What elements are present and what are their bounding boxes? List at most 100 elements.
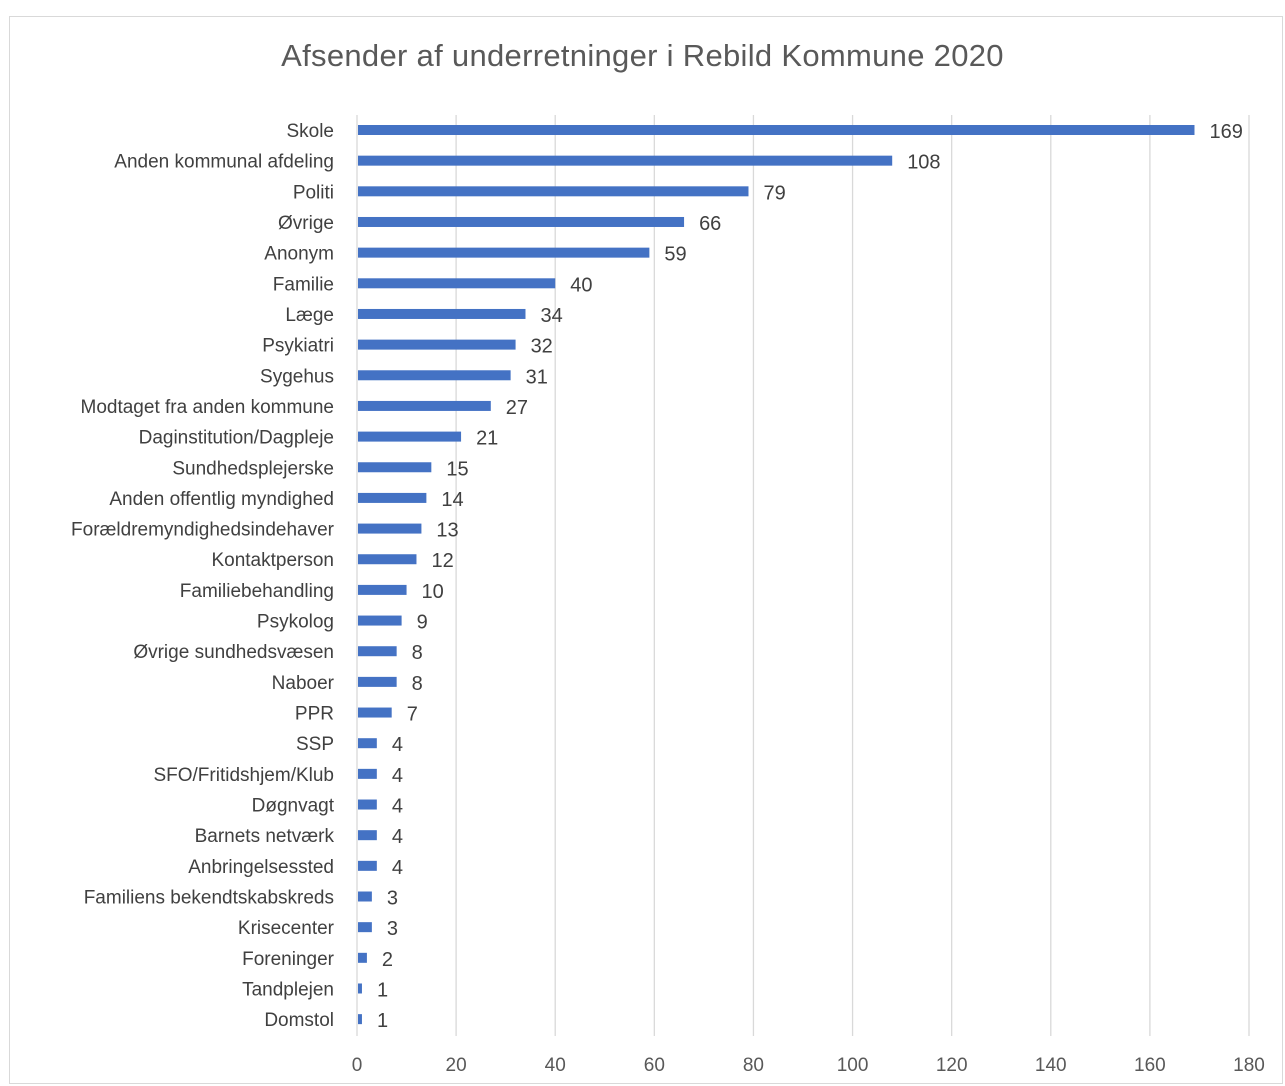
bar xyxy=(358,155,893,166)
data-label: 9 xyxy=(417,612,428,634)
bar xyxy=(358,186,749,197)
bar xyxy=(358,983,362,994)
category-label: Foreninger xyxy=(242,949,335,970)
gridlines xyxy=(356,115,1250,1036)
data-label: 40 xyxy=(570,274,592,296)
bar xyxy=(358,125,1195,135)
x-tick-label: 180 xyxy=(1233,1055,1265,1076)
bar xyxy=(358,216,685,227)
category-label: Anden kommunal afdeling xyxy=(114,152,334,173)
data-label: 59 xyxy=(664,244,686,266)
data-label: 66 xyxy=(699,213,721,235)
bar xyxy=(358,584,407,595)
bar xyxy=(358,554,417,565)
data-label: 4 xyxy=(392,796,403,818)
data-label: 15 xyxy=(446,458,468,480)
bar xyxy=(358,339,516,350)
data-label: 4 xyxy=(392,734,403,756)
category-label: Skole xyxy=(286,121,334,142)
category-label: Læge xyxy=(285,305,334,326)
bar xyxy=(358,370,511,381)
bar xyxy=(358,247,650,258)
bar xyxy=(358,707,392,718)
bar xyxy=(358,278,556,289)
category-label: Anonym xyxy=(264,244,334,265)
data-label: 21 xyxy=(476,428,498,450)
category-label: Døgnvagt xyxy=(252,796,335,817)
category-label: Tandplejen xyxy=(242,979,334,1000)
category-label: Øvrige xyxy=(278,213,334,234)
x-tick-label: 140 xyxy=(1035,1055,1067,1076)
bar xyxy=(358,738,377,749)
category-label: Modtaget fra anden kommune xyxy=(81,397,335,418)
bar xyxy=(358,799,377,810)
bar xyxy=(358,615,402,626)
bar xyxy=(358,462,432,473)
category-label: Familie xyxy=(273,274,334,295)
category-label: Naboer xyxy=(272,673,335,694)
data-label: 32 xyxy=(531,336,553,358)
data-label: 12 xyxy=(431,550,453,572)
data-label: 3 xyxy=(387,888,398,910)
chart-title: Afsender af underretninger i Rebild Komm… xyxy=(281,38,1004,73)
bar xyxy=(358,860,377,871)
category-label: Domstol xyxy=(264,1010,334,1031)
bar xyxy=(358,768,377,779)
data-label: 1 xyxy=(377,979,388,1001)
data-label: 4 xyxy=(392,826,403,848)
category-label: Familiens bekendtskabskreds xyxy=(84,888,334,909)
data-label: 7 xyxy=(407,704,418,726)
x-axis-ticks: 0 20 40 60 80 100 120 140 160 180 xyxy=(352,1055,1265,1076)
category-label: Sygehus xyxy=(260,366,334,387)
data-label: 79 xyxy=(763,182,785,204)
bar xyxy=(358,400,491,411)
category-label: SSP xyxy=(296,734,334,755)
x-tick-label: 160 xyxy=(1134,1055,1166,1076)
category-label: Øvrige sundhedsvæsen xyxy=(133,642,334,663)
category-label: Politi xyxy=(293,182,334,203)
bars xyxy=(358,125,1195,1025)
data-label: 8 xyxy=(412,642,423,664)
category-label: Anbringelsessted xyxy=(188,857,334,878)
bar xyxy=(358,431,462,442)
category-label: Anden offentlig myndighed xyxy=(109,489,334,510)
bar xyxy=(358,523,422,534)
bar xyxy=(358,646,397,657)
data-label: 31 xyxy=(526,366,548,388)
bar xyxy=(358,952,367,963)
data-label: 14 xyxy=(441,489,463,511)
category-label: Krisecenter xyxy=(238,918,335,939)
data-label: 1 xyxy=(377,1010,388,1032)
category-label: Kontaktperson xyxy=(211,550,334,571)
x-tick-label: 120 xyxy=(936,1055,968,1076)
bar xyxy=(358,308,526,319)
x-tick-label: 0 xyxy=(352,1055,363,1076)
x-tick-label: 60 xyxy=(644,1055,665,1076)
category-label: Sundhedsplejerske xyxy=(172,458,334,479)
category-label: PPR xyxy=(295,704,334,725)
data-label: 3 xyxy=(387,918,398,940)
data-label: 34 xyxy=(540,305,562,327)
bar xyxy=(358,1014,362,1025)
x-tick-label: 40 xyxy=(545,1055,566,1076)
data-label: 2 xyxy=(382,949,393,971)
data-label: 169 xyxy=(1209,121,1242,143)
data-label: 10 xyxy=(422,581,444,603)
bar xyxy=(358,922,372,933)
data-label: 13 xyxy=(436,520,458,542)
category-labels: Skole Anden kommunal afdeling Politi Øvrige… xyxy=(71,121,335,1031)
category-label: Psykolog xyxy=(257,612,334,633)
bar xyxy=(358,830,377,841)
data-label: 108 xyxy=(907,152,940,174)
x-tick-label: 20 xyxy=(446,1055,467,1076)
bar xyxy=(358,676,397,687)
data-label: 4 xyxy=(392,857,403,879)
bar xyxy=(358,891,372,902)
data-labels: 1691087966594034323127211514131210988744… xyxy=(377,121,1243,1032)
category-label: Daginstitution/Dagpleje xyxy=(139,428,334,449)
data-label: 27 xyxy=(506,397,528,419)
category-label: SFO/Fritidshjem/Klub xyxy=(153,765,334,786)
x-tick-label: 100 xyxy=(837,1055,869,1076)
category-label: Forældremyndighedsindehaver xyxy=(71,520,335,541)
